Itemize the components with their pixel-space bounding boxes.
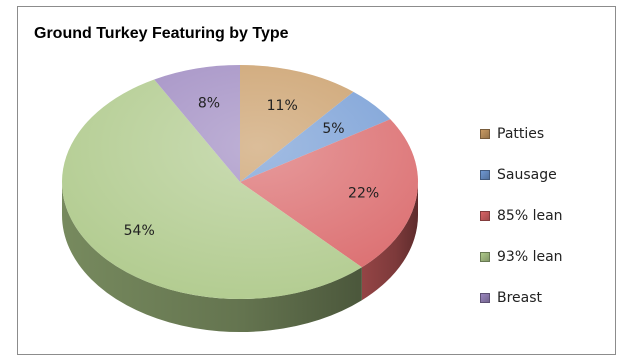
legend-swatch-93-lean — [480, 251, 490, 262]
legend-label-93-lean: 93% lean — [497, 248, 563, 265]
legend-item-breast: Breast — [480, 277, 563, 318]
legend-label-sausage: Sausage — [497, 166, 557, 183]
legend-item-85-lean: 85% lean — [480, 195, 563, 236]
legend-label-patties: Patties — [497, 125, 545, 142]
legend-item-patties: Patties — [480, 113, 563, 154]
data-label-sausage: 5% — [322, 121, 344, 137]
legend-swatch-85-lean — [480, 210, 490, 221]
pie-side-shade-85-lean — [361, 182, 418, 301]
legend-swatch-breast — [480, 292, 490, 303]
data-label-85-lean: 22% — [348, 185, 379, 201]
data-label-breast: 8% — [198, 96, 220, 112]
chart-title: Ground Turkey Featuring by Type — [34, 25, 289, 42]
legend-swatch-sausage — [480, 169, 490, 180]
data-label-patties: 11% — [267, 98, 298, 114]
legend: Patties Sausage 85% lean 93% lean Breast — [480, 113, 563, 318]
data-label-93-lean: 54% — [124, 223, 155, 239]
legend-item-sausage: Sausage — [480, 154, 563, 195]
legend-label-breast: Breast — [497, 289, 543, 306]
legend-swatch-patties — [480, 128, 490, 139]
legend-item-93-lean: 93% lean — [480, 236, 563, 277]
legend-label-85-lean: 85% lean — [497, 207, 563, 224]
pie-top-highlight — [62, 65, 418, 299]
pie-side-shade-93-lean — [62, 182, 362, 333]
